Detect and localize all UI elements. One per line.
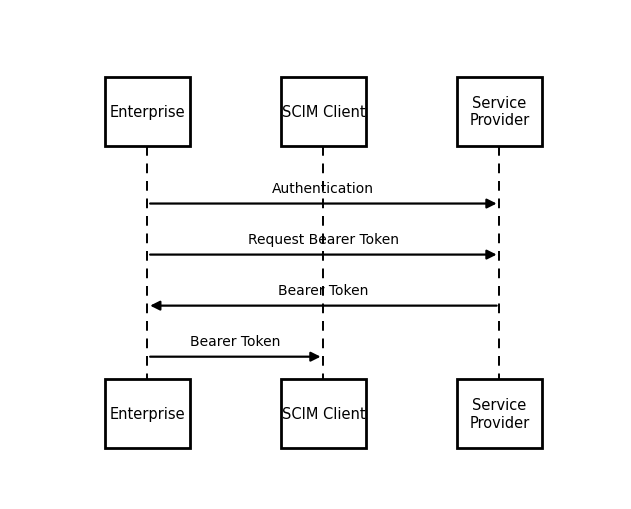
- Text: Bearer Token: Bearer Token: [278, 284, 369, 297]
- Text: Service
Provider: Service Provider: [469, 398, 529, 430]
- Text: Bearer Token: Bearer Token: [190, 334, 281, 348]
- Bar: [105, 78, 190, 146]
- Text: SCIM Client: SCIM Client: [281, 104, 365, 120]
- Bar: [457, 78, 542, 146]
- Text: Request Bearer Token: Request Bearer Token: [248, 233, 399, 246]
- Bar: [457, 380, 542, 448]
- Text: Enterprise: Enterprise: [110, 104, 185, 120]
- Bar: [281, 78, 366, 146]
- Bar: [105, 380, 190, 448]
- Text: SCIM Client: SCIM Client: [281, 406, 365, 421]
- Text: Service
Provider: Service Provider: [469, 96, 529, 128]
- Text: Enterprise: Enterprise: [110, 406, 185, 421]
- Bar: [281, 380, 366, 448]
- Text: Authentication: Authentication: [273, 182, 374, 195]
